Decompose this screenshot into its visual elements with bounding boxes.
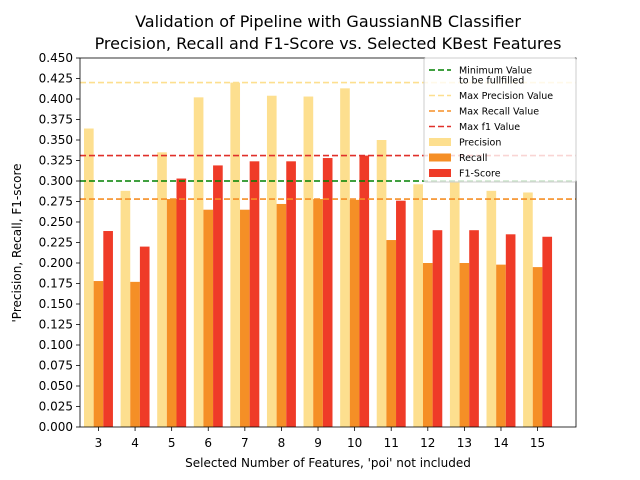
bar-precision-14 [486, 190, 497, 427]
y-axis-label: 'Precision, Recall, F1-score [10, 163, 24, 322]
x-tick-label: 6 [204, 436, 212, 450]
bar-precision-10 [340, 88, 350, 427]
bar-recall-4 [130, 281, 140, 427]
bar-recall-12 [422, 263, 433, 427]
y-tick-label: 0.150 [39, 297, 73, 311]
x-tick-label: 13 [457, 436, 472, 450]
legend-swatch-f1-score [429, 169, 451, 177]
bar-recall-7 [240, 209, 250, 427]
y-tick-label: 0.375 [39, 113, 73, 127]
bar-f1-score-11 [396, 200, 406, 427]
bar-precision-3 [84, 128, 94, 427]
bar-recall-3 [93, 281, 104, 427]
bar-recall-13 [459, 263, 470, 427]
y-tick-label: 0.250 [39, 215, 73, 229]
bar-precision-6 [193, 97, 204, 428]
bar-f1-score-9 [322, 158, 333, 428]
y-tick-label: 0.175 [39, 277, 73, 291]
legend-box [423, 57, 577, 183]
y-tick-label: 0.275 [39, 195, 73, 209]
x-tick-label: 15 [530, 436, 545, 450]
x-tick-label: 12 [420, 436, 435, 450]
y-tick-label: 0.325 [39, 154, 73, 168]
y-tick-label: 0.000 [39, 420, 73, 434]
chart-title: Validation of Pipeline with GaussianNB C… [135, 12, 521, 31]
y-tick-label: 0.050 [39, 379, 73, 393]
legend-swatch-recall [429, 153, 451, 162]
bar-recall-8 [276, 203, 287, 427]
x-tick-label: 14 [493, 436, 508, 450]
bar-precision-13 [449, 181, 460, 427]
bar-precision-8 [266, 95, 277, 427]
y-tick-label: 0.025 [39, 400, 73, 414]
bar-f1-score-10 [359, 155, 370, 427]
y-tick-label: 0.200 [39, 256, 73, 270]
plot-area: 3 4 5 6 7 8 9 10 11 12 13 14 15 0.000 0.025 0.050 0.075 0… [39, 51, 577, 450]
y-tick-label: 0.225 [39, 236, 73, 250]
bar-f1-score-6 [213, 165, 223, 428]
y-tick-label: 0.450 [39, 51, 73, 65]
y-tick-label: 0.425 [39, 72, 73, 86]
x-tick-label: 5 [168, 436, 176, 450]
y-tick-label: 0.350 [39, 133, 73, 147]
y-tick-label: 0.125 [39, 318, 73, 332]
bar-f1-score-4 [139, 246, 150, 427]
bar-f1-score-8 [286, 161, 296, 427]
bar-recall-6 [203, 209, 214, 427]
x-tick-label: 4 [131, 436, 139, 450]
bar-recall-5 [166, 199, 177, 427]
bar-f1-score-7 [249, 161, 260, 427]
x-axis-label: Selected Number of Features, 'poi' not i… [185, 456, 471, 470]
bar-precision-5 [157, 152, 167, 428]
legend-label: Max f1 Value [459, 122, 520, 133]
legend-label: Precision [459, 138, 501, 149]
legend-swatch-precision [429, 138, 451, 146]
axes-frame [79, 57, 577, 428]
y-tick-label: 0.075 [39, 359, 73, 373]
bar-f1-score-12 [432, 230, 443, 427]
y-tick-label: 0.300 [39, 174, 73, 188]
x-tick-label: 3 [95, 436, 103, 450]
legend-label: F1-Score [459, 169, 501, 180]
bar-f1-score-5 [176, 178, 187, 427]
bar-recall-14 [496, 264, 506, 427]
legend-label: Max Precision Value [459, 91, 553, 102]
bar-recall-10 [349, 199, 360, 427]
bar-precision-15 [523, 192, 533, 427]
bar-precision-4 [120, 190, 131, 427]
bar-recall-9 [313, 199, 323, 427]
legend-label: Recall [459, 153, 487, 164]
bar-f1-score-13 [469, 230, 479, 427]
bar-f1-score-15 [542, 236, 553, 427]
bar-precision-12 [413, 184, 423, 427]
x-tick-label: 11 [384, 436, 399, 450]
x-tick-label: 8 [278, 436, 286, 450]
x-tick-label: 7 [241, 436, 249, 450]
bar-recall-11 [386, 240, 397, 427]
bar-recall-15 [532, 267, 543, 427]
legend-label: Minimum Value [459, 66, 532, 77]
bar-precision-9 [303, 96, 314, 427]
legend-label: Max Recall Value [459, 107, 539, 118]
x-tick-label: 9 [314, 436, 322, 450]
bar-f1-score-14 [505, 234, 516, 427]
bar-f1-score-3 [103, 231, 113, 427]
y-tick-label: 0.100 [39, 338, 73, 352]
y-tick-label: 0.400 [39, 92, 73, 106]
legend-label: to be fullfilled [459, 76, 524, 87]
bar-precision-11 [376, 140, 387, 427]
chart-subtitle: Precision, Recall and F1-Score vs. Selec… [95, 34, 562, 53]
x-tick-label: 10 [347, 436, 362, 450]
bar-precision-7 [230, 82, 241, 427]
